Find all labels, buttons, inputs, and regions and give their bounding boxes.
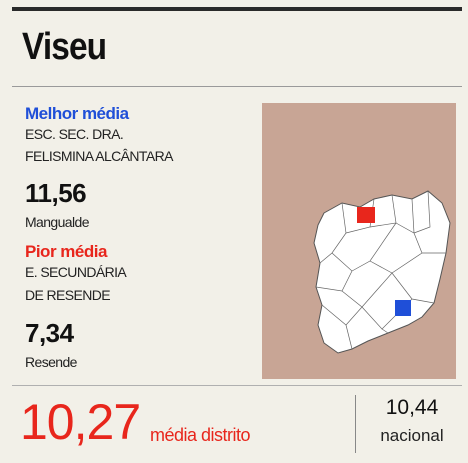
worst-score: 7,34	[25, 318, 74, 348]
district-label: média distrito	[150, 425, 251, 445]
worst-label: Pior média	[25, 242, 107, 261]
national-score: 10,44	[385, 396, 439, 419]
best-marker	[357, 207, 375, 223]
footer-rule	[12, 385, 462, 386]
worst-marker	[395, 300, 411, 316]
worst-school: E. SECUNDÁRIA	[25, 264, 127, 280]
worst-school: DE RESENDE	[25, 287, 111, 303]
title: Viseu	[22, 26, 107, 68]
municipality-borders	[315, 190, 446, 350]
title-rule	[12, 86, 462, 87]
national-label: nacional	[380, 426, 444, 445]
worst-place: Resende	[25, 354, 77, 370]
best-score: 11,56	[25, 178, 87, 208]
best-place: Mangualde	[25, 214, 89, 230]
district-score: 10,27	[20, 394, 141, 450]
map	[262, 103, 456, 379]
top-rule	[12, 7, 462, 11]
best-school: FELISMINA ALCÂNTARA	[25, 148, 173, 164]
district-shape	[313, 190, 451, 354]
best-label: Melhor média	[25, 104, 129, 123]
best-school: ESC. SEC. DRA.	[25, 126, 124, 142]
footer-divider	[355, 395, 356, 453]
